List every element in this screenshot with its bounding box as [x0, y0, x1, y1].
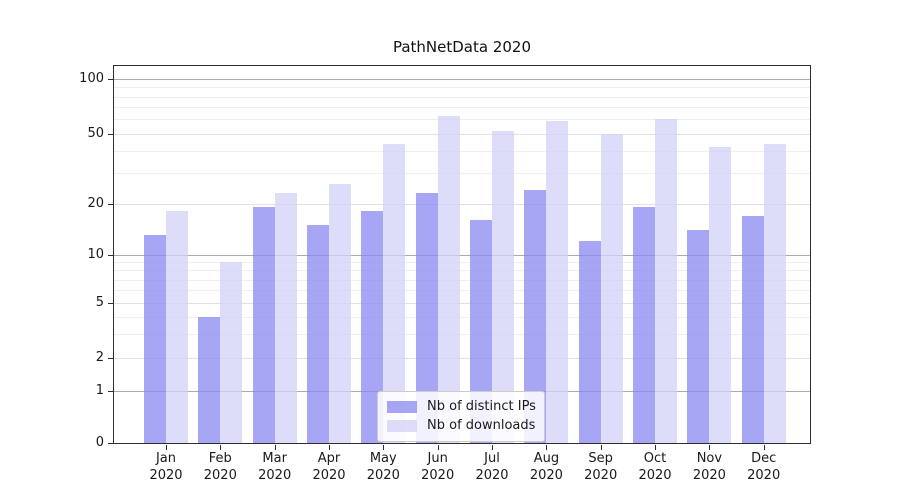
gridline-30 — [114, 172, 810, 174]
gridline-50 — [114, 133, 810, 135]
gridline-2 — [114, 358, 810, 360]
x-tick-mark — [600, 445, 602, 450]
bar-distinct-ips-sep — [578, 241, 601, 443]
bar-downloads-sep — [600, 133, 623, 443]
y-tick-mark — [108, 443, 113, 444]
bar-distinct-ips-aug — [524, 189, 547, 443]
gridline-5 — [114, 303, 810, 305]
x-tick-mark — [763, 445, 765, 450]
x-tick-mark — [492, 445, 493, 450]
x-tick-label-oct: Oct 2020 — [638, 451, 672, 483]
gridline-40 — [114, 150, 810, 152]
y-tick-mark — [108, 390, 113, 392]
bar-downloads-dec — [763, 143, 786, 443]
x-tick-label-dec: Dec 2020 — [747, 451, 781, 483]
x-tick-mark — [383, 445, 385, 450]
y-tick-label-0: 0 — [95, 435, 104, 450]
legend-swatch-distinct-ips — [387, 400, 417, 413]
gridline-60 — [114, 119, 810, 121]
x-tick-label-may: May 2020 — [366, 451, 400, 483]
x-tick-label-aug: Aug 2020 — [529, 451, 563, 483]
bar-downloads-may — [383, 143, 406, 443]
bar-downloads-nov — [709, 147, 732, 443]
bar-downloads-feb — [220, 262, 243, 443]
gridline-10 — [114, 254, 810, 256]
x-tick-label-apr: Apr 2020 — [312, 451, 346, 483]
x-tick-mark — [655, 445, 656, 450]
gridline-80 — [114, 96, 810, 98]
gridline-9 — [114, 262, 810, 263]
x-tick-label-jul: Jul 2020 — [475, 451, 509, 483]
chart-title: PathNetData 2020 — [392, 38, 532, 56]
bar-downloads-aug — [546, 120, 569, 443]
y-tick-label-2: 2 — [95, 350, 104, 366]
plot-area — [113, 65, 811, 444]
x-tick-mark — [329, 445, 330, 450]
x-tick-label-mar: Mar 2020 — [258, 451, 292, 483]
bar-downloads-apr — [329, 183, 351, 443]
gridline-70 — [114, 107, 810, 109]
bar-downloads-jul — [492, 130, 514, 443]
x-tick-mark — [709, 445, 711, 450]
y-tick-label-20: 20 — [87, 195, 104, 211]
x-tick-label-feb: Feb 2020 — [203, 451, 237, 483]
bar-distinct-ips-oct — [633, 207, 655, 443]
y-tick-mark — [108, 203, 113, 205]
bar-downloads-jun — [437, 115, 460, 443]
bar-distinct-ips-feb — [198, 316, 221, 443]
x-tick-mark — [166, 445, 167, 450]
legend-swatch-downloads — [387, 419, 417, 432]
legend-label-downloads: Nb of downloads — [427, 418, 536, 433]
gridline-3 — [114, 333, 810, 335]
bar-downloads-mar — [274, 192, 297, 443]
y-tick-label-100: 100 — [79, 70, 104, 86]
x-tick-mark — [274, 445, 276, 450]
gridline-7 — [114, 279, 810, 281]
legend-row-distinct-ips: Nb of distinct IPs — [387, 397, 536, 416]
bar-distinct-ips-nov — [687, 229, 710, 443]
y-tick-label-1: 1 — [95, 382, 104, 398]
bar-downloads-jan — [166, 211, 188, 443]
y-tick-label-10: 10 — [87, 246, 104, 262]
bar-distinct-ips-apr — [307, 224, 329, 443]
bar-distinct-ips-dec — [741, 215, 764, 443]
y-tick-mark — [108, 254, 113, 256]
x-tick-label-jan: Jan 2020 — [149, 451, 183, 483]
gridline-6 — [114, 290, 810, 292]
legend-label-distinct-ips: Nb of distinct IPs — [427, 399, 536, 414]
y-tick-label-50: 50 — [87, 125, 104, 141]
gridline-4 — [114, 316, 810, 318]
x-tick-mark — [437, 445, 439, 450]
legend: Nb of distinct IPs Nb of downloads — [377, 391, 545, 442]
bar-downloads-oct — [655, 119, 677, 443]
bar-distinct-ips-jun — [415, 192, 438, 443]
legend-row-downloads: Nb of downloads — [387, 416, 536, 435]
y-tick-mark — [108, 78, 113, 80]
x-tick-mark — [546, 445, 548, 450]
x-tick-label-sep: Sep 2020 — [584, 451, 618, 483]
y-tick-mark — [108, 133, 113, 135]
gridline-20 — [114, 203, 810, 205]
gridline-100 — [114, 78, 810, 80]
y-tick-label-5: 5 — [95, 295, 104, 311]
x-tick-label-nov: Nov 2020 — [692, 451, 726, 483]
y-tick-mark — [108, 358, 113, 360]
bar-distinct-ips-mar — [252, 207, 275, 443]
y-tick-mark — [108, 303, 113, 305]
x-tick-mark — [220, 445, 222, 450]
bar-distinct-ips-jan — [144, 235, 166, 443]
gridline-90 — [114, 87, 810, 89]
bar-distinct-ips-may — [361, 211, 384, 443]
bar-distinct-ips-jul — [470, 220, 492, 443]
gridline-8 — [114, 270, 810, 272]
x-tick-label-jun: Jun 2020 — [421, 451, 455, 483]
